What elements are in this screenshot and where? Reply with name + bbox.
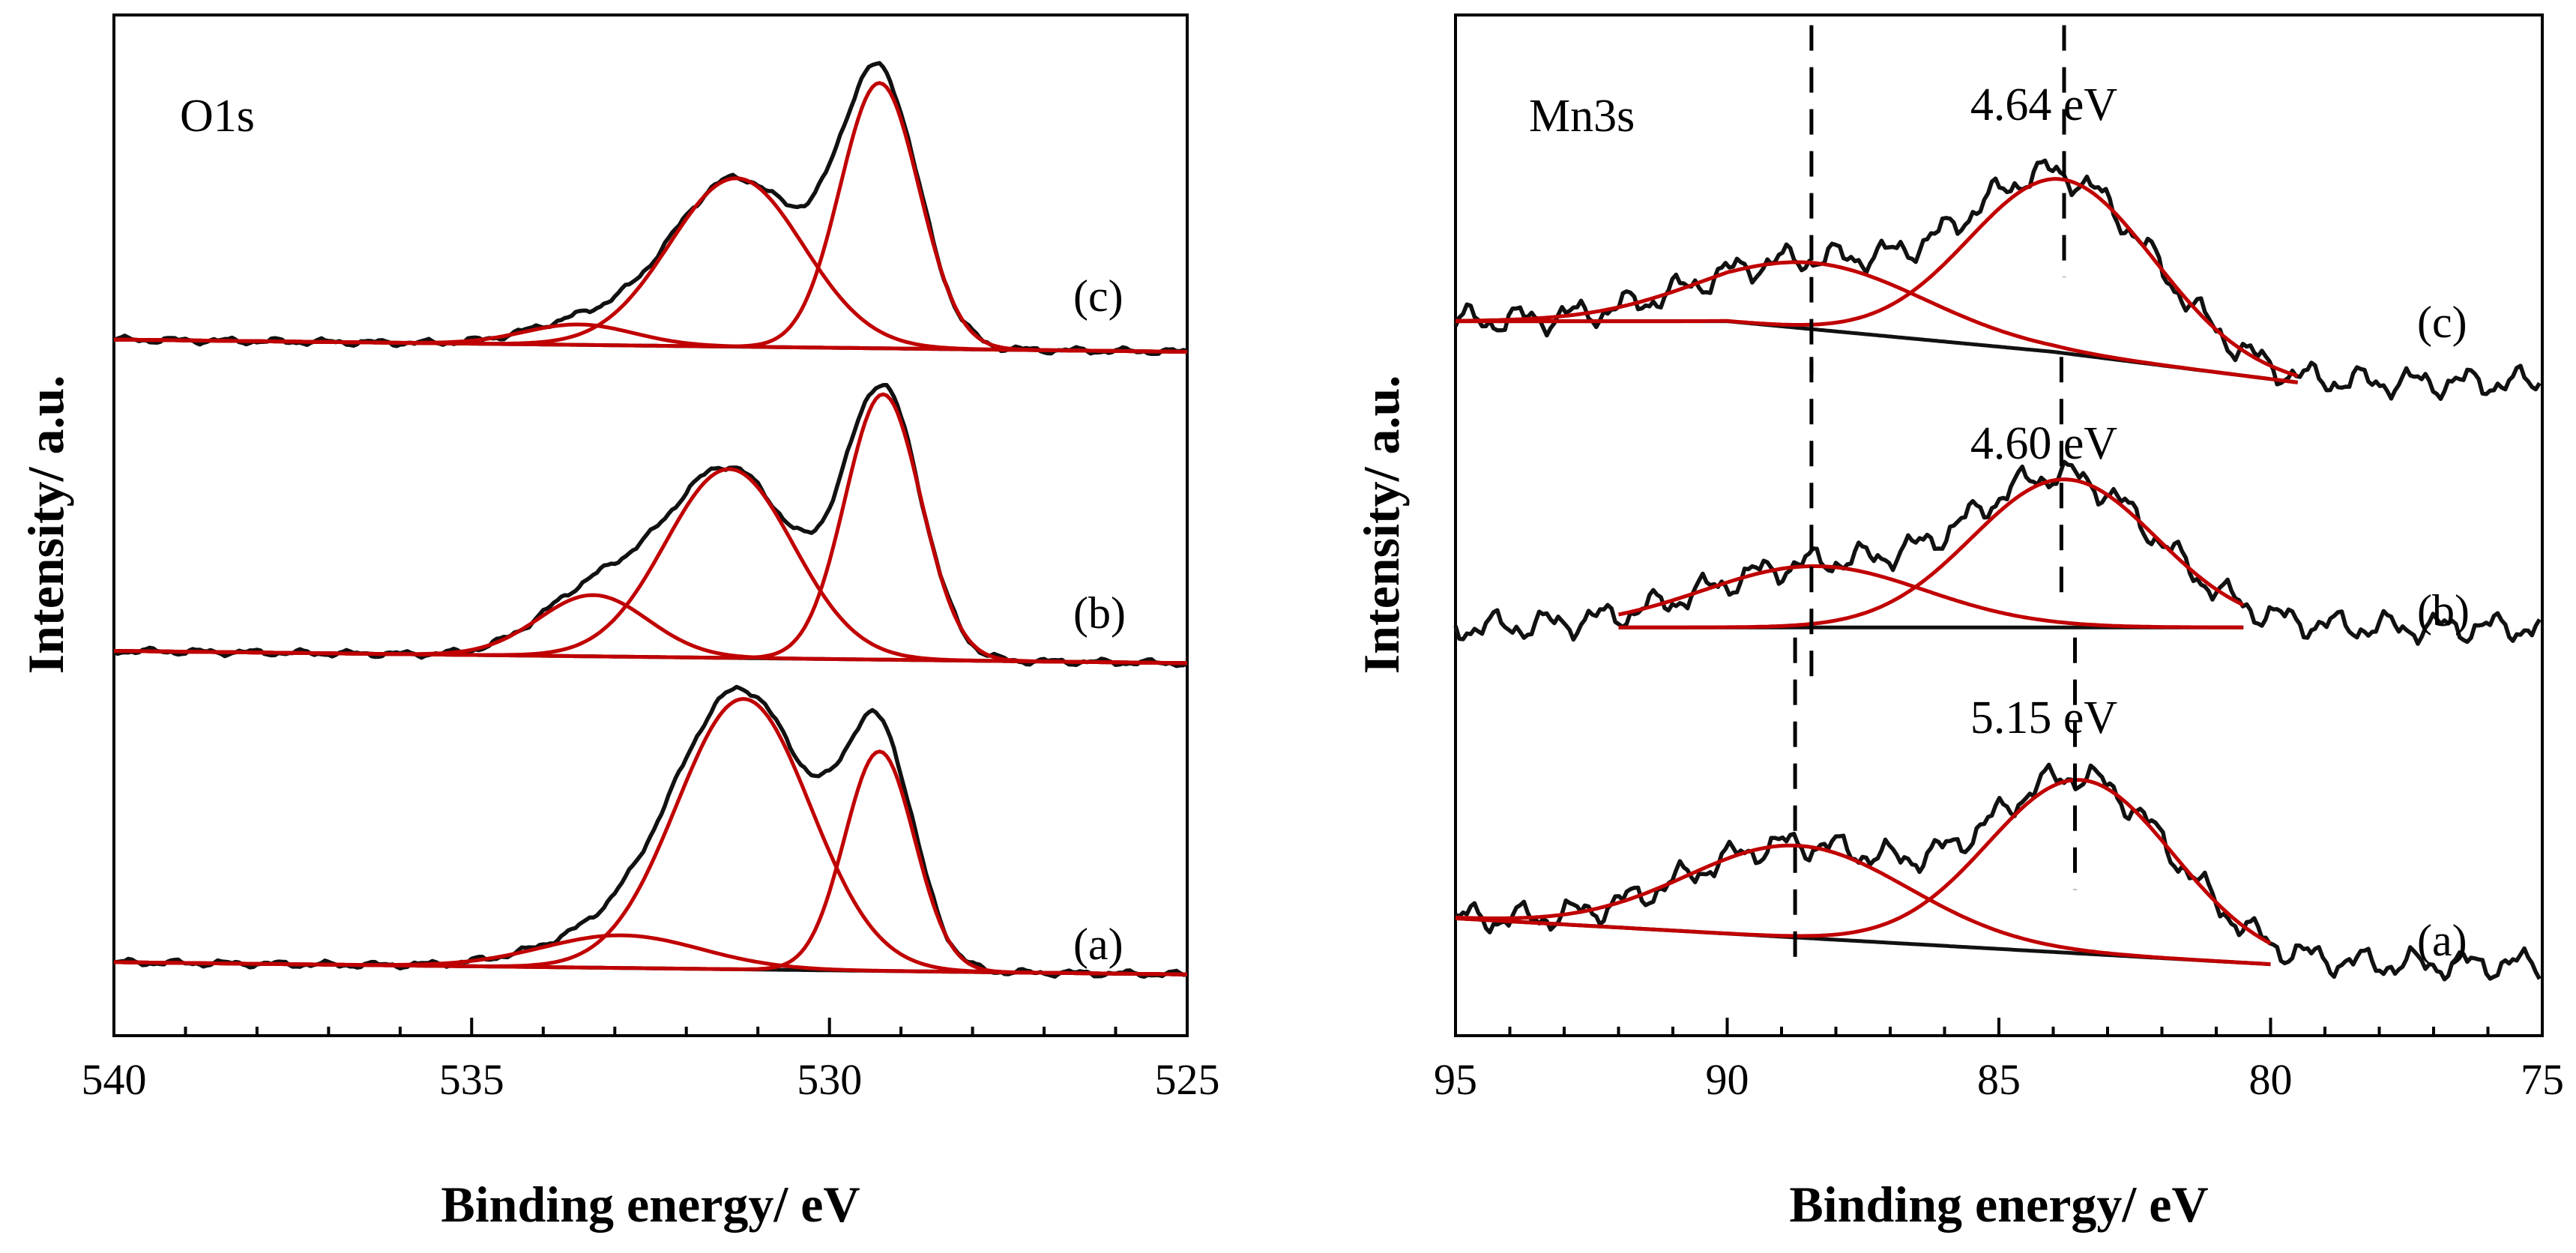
x-tick-label: 75	[2521, 1055, 2564, 1104]
mn3s-splitting-label-b: 4.60 eV	[1970, 418, 2118, 469]
mn3s-series-a	[1454, 762, 2542, 982]
x-tick-label: 80	[2249, 1055, 2293, 1104]
fitted-peak-3	[113, 322, 1188, 354]
fitted-peak-2	[1618, 477, 2245, 629]
x-tick-label: 90	[1706, 1055, 1749, 1104]
fitted-peak-1	[113, 81, 1188, 354]
mn3s-splitting-label-a: 5.15 eV	[1970, 692, 2118, 743]
fitted-peak-1	[1456, 260, 2298, 384]
mn3s-x-axis-title: Binding energy/ eV	[1789, 1176, 2208, 1233]
mn3s-series-label-a: (a)	[2417, 916, 2467, 965]
x-tick-label: 95	[1434, 1055, 1477, 1104]
o1s-panel-title: O1s	[180, 91, 255, 142]
mn3s-series-c	[1453, 158, 2542, 402]
mn3s-panel-title: Mn3s	[1529, 91, 1635, 142]
fitted-peak-1	[1455, 843, 2271, 967]
background-line	[1456, 319, 2298, 384]
mn3s-panel: 95 90 85 80 75 Mn3s Binding energy/ eV Inten…	[1353, 13, 2564, 1233]
o1s-curves	[112, 61, 1189, 979]
mn3s-splitting-label-c: 4.64 eV	[1970, 79, 2118, 130]
o1s-x-axis-title: Binding energy/ eV	[441, 1176, 860, 1233]
fitted-peak-2	[1456, 177, 2299, 378]
o1s-series-label-b: (b)	[1073, 588, 1126, 638]
measured-spectrum-line	[113, 684, 1188, 979]
measured-spectrum-line	[1454, 762, 2542, 982]
mn3s-series-label-b: (b)	[2417, 586, 2470, 635]
mn3s-ticks: 95 90 85 80 75	[1434, 1018, 2564, 1104]
mn3s-plot-frame	[1454, 13, 2544, 1037]
fitted-peak-2	[1455, 778, 2272, 946]
mn3s-curves	[1453, 158, 2542, 982]
x-tick-label: 540	[82, 1055, 147, 1104]
measured-spectrum-line	[1453, 459, 2542, 646]
measured-spectrum-line	[112, 61, 1188, 357]
o1s-plot-frame	[112, 13, 1189, 1037]
o1s-series-a	[113, 684, 1188, 979]
mn3s-series-b	[1453, 459, 2542, 646]
fitted-peak-2	[113, 467, 1188, 665]
measured-spectrum-line	[1453, 158, 2542, 402]
mn3s-y-axis-title: Intensity/ a.u.	[1353, 375, 1410, 674]
fitted-peak-3	[113, 593, 1188, 665]
x-tick-label: 535	[439, 1055, 504, 1104]
mn3s-series-label-c: (c)	[2417, 298, 2467, 347]
o1s-series-label-a: (a)	[1073, 920, 1123, 969]
x-tick-label: 525	[1155, 1055, 1220, 1104]
o1s-series-b	[112, 382, 1189, 668]
fitted-peak-1	[1618, 564, 2244, 629]
measured-spectrum-line	[112, 382, 1189, 668]
o1s-panel: 540 535 530 525 O1s Binding energy/ eV Inte…	[17, 13, 1220, 1233]
o1s-series-label-c: (c)	[1073, 271, 1123, 321]
fitted-peak-3	[113, 933, 1188, 976]
o1s-y-axis-title: Intensity/ a.u.	[17, 375, 74, 674]
x-tick-label: 530	[797, 1055, 862, 1104]
o1s-ticks: 540 535 530 525	[82, 1018, 1220, 1104]
x-tick-label: 85	[1977, 1055, 2021, 1104]
mn3s-markers	[1793, 25, 2077, 964]
o1s-series-c	[112, 61, 1188, 357]
